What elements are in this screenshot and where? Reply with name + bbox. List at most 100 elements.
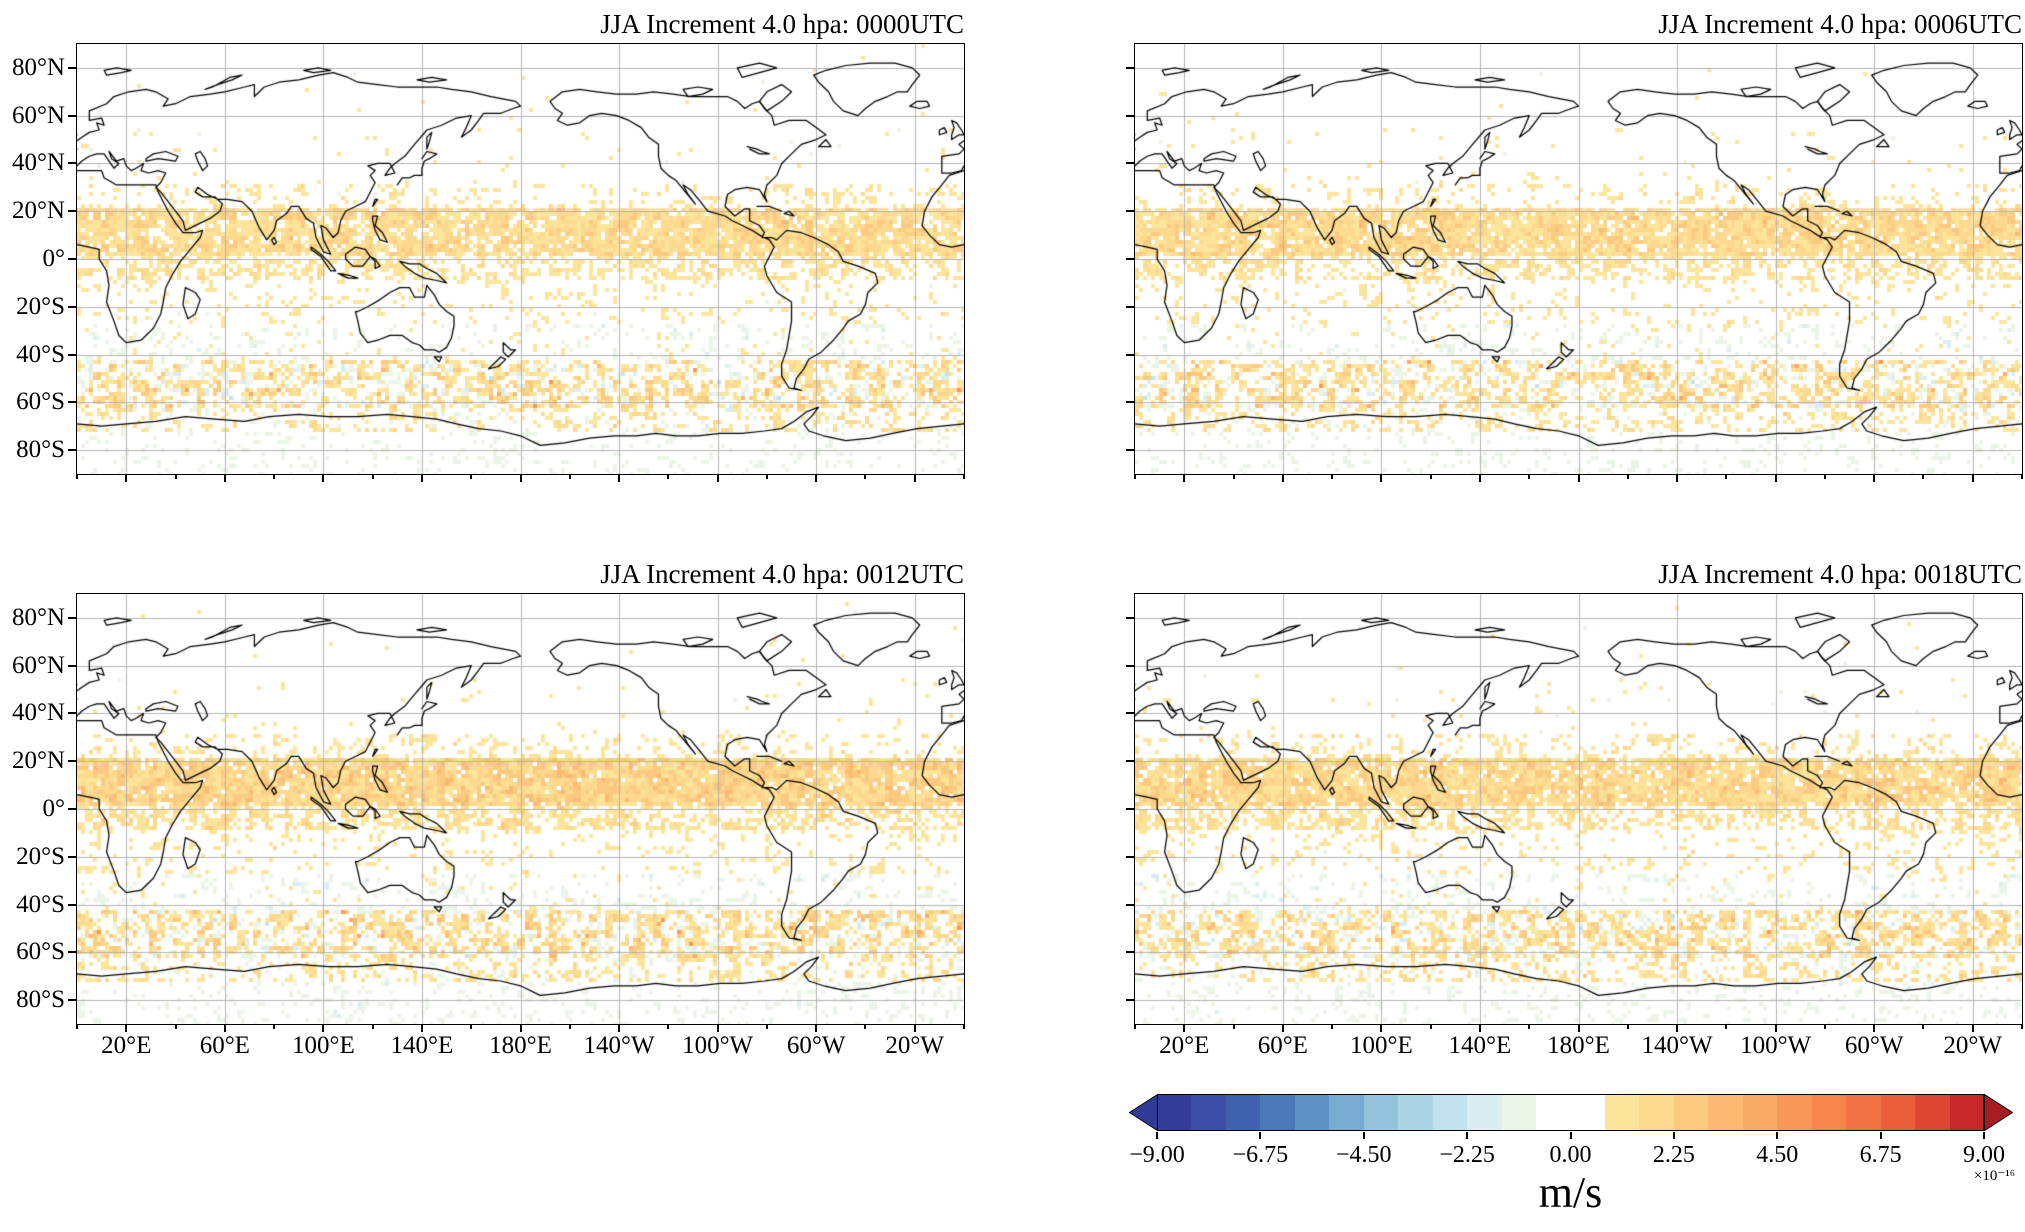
y-tick-label: 60°S: [16, 938, 65, 966]
panel-title-0018utc: JJA Increment 4.0 hpa: 0018UTC: [1658, 559, 2022, 589]
x-axis-major-tick: [1971, 474, 1974, 482]
x-axis-major-tick: [420, 474, 423, 482]
x-axis-major-tick: [1873, 1024, 1876, 1032]
y-axis-tick: [68, 999, 77, 1002]
x-axis-major-tick: [618, 1024, 621, 1032]
x-axis-minor-tick: [1823, 1024, 1826, 1029]
x-axis-major-tick: [716, 1024, 719, 1032]
colorbar-tick-label: −4.50: [1335, 1142, 1392, 1168]
x-tick-label: 140°E: [1448, 1032, 1512, 1059]
colorbar-tick-label: −6.75: [1232, 1142, 1289, 1168]
x-axis-minor-tick: [470, 474, 473, 479]
x-axis-major-tick: [1478, 474, 1481, 482]
x-axis-minor-tick: [1232, 474, 1235, 479]
x-axis-major-tick: [322, 474, 325, 482]
x-tick-label: 60°E: [199, 1032, 250, 1059]
y-axis-tick: [68, 305, 77, 308]
x-axis-minor-tick: [174, 474, 177, 479]
y-tick-label: 20°S: [16, 842, 65, 870]
x-axis-major-tick: [618, 474, 621, 482]
y-tick-label: 80°S: [16, 986, 65, 1014]
map-panel-0000utc: JJA Increment 4.0 hpa: 0000UTC 80°N 60°N 4…: [12, 9, 965, 482]
y-axis-tick: [1126, 401, 1135, 404]
x-axis-minor-tick: [667, 1024, 670, 1029]
y-tick-label: 80°N: [11, 603, 65, 631]
colorbar-tick: [1569, 1132, 1572, 1139]
y-tick-label: 20°N: [11, 747, 65, 775]
x-tick-label: 20°E: [101, 1032, 152, 1059]
x-axis-minor-tick: [568, 474, 571, 479]
x-axis-minor-tick: [1331, 474, 1334, 479]
colorbar-scale-exponent: ×10⁻¹⁶: [1973, 1168, 2015, 1184]
y-axis-tick: [1126, 66, 1135, 69]
x-axis-minor-tick: [2021, 474, 2023, 479]
x-axis-major-tick: [519, 474, 522, 482]
colorbar-segment: [1363, 1094, 1399, 1131]
x-axis-minor-tick: [174, 1024, 177, 1029]
map-canvas-0000utc: [76, 43, 965, 475]
x-axis-major-tick: [125, 474, 128, 482]
y-axis-tick: [68, 401, 77, 404]
x-axis-minor-tick: [1232, 1024, 1235, 1029]
x-axis-minor-tick: [1528, 1024, 1531, 1029]
x-axis-major-tick: [1774, 474, 1777, 482]
x-tick-label: 100°E: [291, 1032, 355, 1059]
x-tick-label: 140°W: [583, 1032, 655, 1059]
x-axis-major-tick: [716, 474, 719, 482]
x-tick-label: 180°E: [1547, 1032, 1610, 1059]
x-axis-minor-tick: [1134, 474, 1136, 479]
y-axis-tick: [68, 449, 77, 452]
x-axis-minor-tick: [371, 474, 374, 479]
x-axis-minor-tick: [1429, 474, 1432, 479]
panel-title-0006utc: JJA Increment 4.0 hpa: 0006UTC: [1658, 9, 2022, 39]
y-axis-tick: [1126, 449, 1135, 452]
x-axis-minor-tick: [667, 474, 670, 479]
y-axis-tick: [68, 760, 77, 763]
y-axis-tick: [68, 855, 77, 858]
x-axis-major-tick: [322, 1024, 325, 1032]
y-axis-tick: [68, 114, 77, 117]
colorbar-tick: [1879, 1132, 1882, 1139]
x-axis-major-tick: [223, 1024, 226, 1032]
colorbar-units-label: m/s: [1538, 1168, 1603, 1217]
y-axis-tick: [1126, 903, 1135, 906]
colorbar-segment: [1536, 1094, 1572, 1131]
y-tick-label: 40°N: [11, 149, 65, 177]
colorbar-tick-label: 0.00: [1549, 1142, 1592, 1168]
x-axis-major-tick: [815, 1024, 818, 1032]
x-axis-minor-tick: [864, 474, 867, 479]
x-axis-major-tick: [420, 1024, 423, 1032]
y-axis-tick: [1126, 616, 1135, 619]
y-tick-label: 60°N: [11, 101, 65, 129]
colorbar-segment: [1294, 1094, 1330, 1131]
y-axis-tick: [68, 903, 77, 906]
x-tick-label: 100°W: [1740, 1032, 1812, 1059]
map-panel-0018utc: JJA Increment 4.0 hpa: 0018UTC 20°E 60°E 1…: [1126, 559, 2023, 1059]
x-axis-major-tick: [913, 1024, 916, 1032]
x-axis-minor-tick: [568, 1024, 571, 1029]
x-axis-minor-tick: [76, 1024, 78, 1029]
colorbar-tick: [1156, 1132, 1158, 1139]
y-axis-tick: [68, 353, 77, 356]
x-axis-minor-tick: [371, 1024, 374, 1029]
colorbar-tick-label: −2.25: [1439, 1142, 1495, 1168]
y-axis-tick: [1126, 951, 1135, 954]
colorbar-segment: [1432, 1094, 1468, 1131]
x-axis-minor-tick: [1823, 474, 1826, 479]
x-axis-minor-tick: [963, 1024, 965, 1029]
x-axis-major-tick: [1281, 474, 1284, 482]
colorbar-tick-label: −9.00: [1129, 1142, 1185, 1168]
y-tick-label: 40°N: [11, 699, 65, 727]
y-axis-tick: [1126, 162, 1135, 165]
x-tick-label: 100°E: [1349, 1032, 1413, 1059]
x-axis-minor-tick: [1922, 1024, 1925, 1029]
colorbar-segment: [1777, 1094, 1813, 1131]
colorbar-segment: [1604, 1094, 1640, 1131]
colorbar-tick: [1362, 1132, 1365, 1139]
y-tick-label: 60°N: [11, 651, 65, 679]
colorbar-segment: [1570, 1094, 1606, 1131]
colorbar-segment: [1846, 1094, 1882, 1131]
y-axis-tick: [1126, 305, 1135, 308]
x-axis-major-tick: [1478, 1024, 1481, 1032]
colorbar-tick: [1259, 1132, 1262, 1139]
